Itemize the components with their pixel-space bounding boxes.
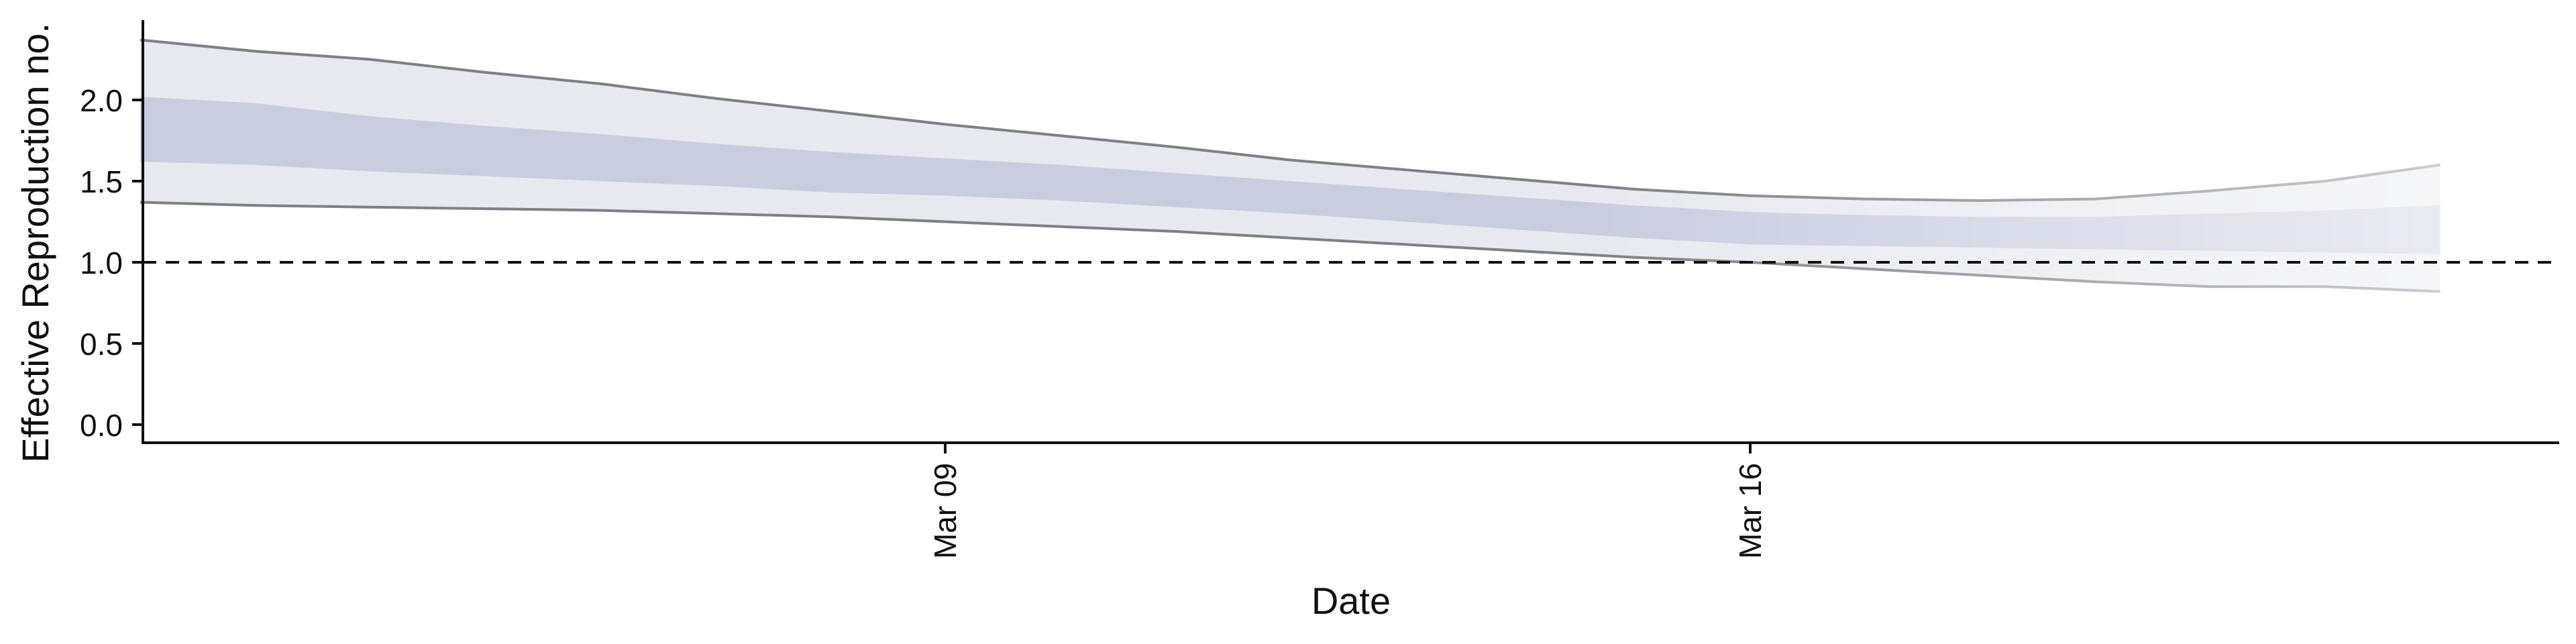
y-axis-label: Effective Reproduction no. xyxy=(14,23,56,463)
plot-bands xyxy=(140,38,2440,293)
x-axis-label: Date xyxy=(1311,580,1391,622)
x-tick-label: Mar 09 xyxy=(928,463,963,559)
x-tick-label: Mar 16 xyxy=(1733,463,1768,559)
y-tick-label: 1.0 xyxy=(80,246,123,280)
y-tick-label: 0.5 xyxy=(80,327,123,362)
lower-bound-line xyxy=(140,201,2440,293)
inner-credible-band xyxy=(140,97,2440,254)
y-tick-label: 0.0 xyxy=(80,408,123,443)
y-ticks: 0.0 0.5 1.0 1.5 2.0 xyxy=(80,83,143,443)
x-ticks: Mar 09 Mar 16 xyxy=(928,443,1768,559)
y-tick-label: 2.0 xyxy=(80,83,123,118)
y-tick-label: 1.5 xyxy=(80,164,123,199)
upper-bound-line xyxy=(140,38,2440,203)
